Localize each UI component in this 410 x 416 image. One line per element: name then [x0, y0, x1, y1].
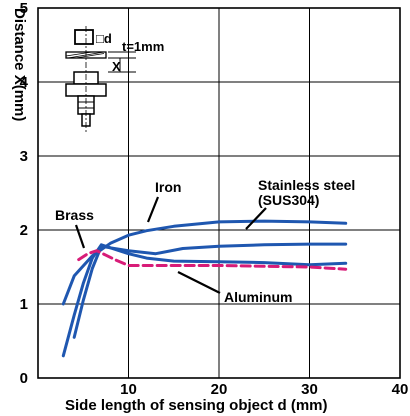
x-tick-label: 30 [301, 381, 318, 398]
x-axis-label: Side length of sensing object d (mm) [65, 397, 328, 414]
plot-frame [37, 7, 401, 379]
y-tick-label: 4 [20, 74, 29, 91]
series-line-3 [77, 249, 348, 271]
stainless-steel-label: Stainless steel [258, 177, 355, 193]
brass-callout-line [74, 224, 86, 249]
sus304-label: (SUS304) [258, 192, 319, 208]
aluminum-label: Aluminum [224, 289, 292, 305]
y-tick-label: 1 [20, 296, 28, 313]
y-tick-label: 5 [20, 0, 28, 17]
series-line-1 [61, 242, 348, 358]
stainless-callout-line [245, 207, 267, 230]
callout-group: Brass Iron Stainless steel (SUS304) Alum… [55, 177, 355, 305]
sensor-diagram-inset: □d t=1mm X [65, 26, 164, 132]
iron-callout-line [146, 196, 160, 223]
grid [37, 7, 401, 379]
series-line-2 [72, 244, 348, 339]
thickness-label: t=1mm [122, 39, 164, 54]
y-tick-label: 2 [20, 222, 28, 239]
series-line-0 [61, 219, 348, 306]
y-axis-label: Distance X(mm) [11, 8, 28, 121]
inset-square-symbol [74, 29, 94, 45]
brass-label: Brass [55, 207, 94, 223]
x-tick-label: 20 [211, 381, 228, 398]
y-tick-label: 0 [20, 370, 28, 387]
x-tick-label: 10 [120, 381, 137, 398]
y-tick-label: 3 [20, 148, 28, 165]
inset-d-label: □d [96, 31, 112, 46]
distance-x-label: X [112, 59, 121, 74]
x-tick-label: 40 [392, 381, 409, 398]
series-group [61, 219, 348, 358]
tick-labels: 0 1 2 3 4 5 10 20 30 40 [20, 0, 409, 398]
iron-label: Iron [155, 179, 181, 195]
aluminum-callout-line [177, 271, 221, 294]
